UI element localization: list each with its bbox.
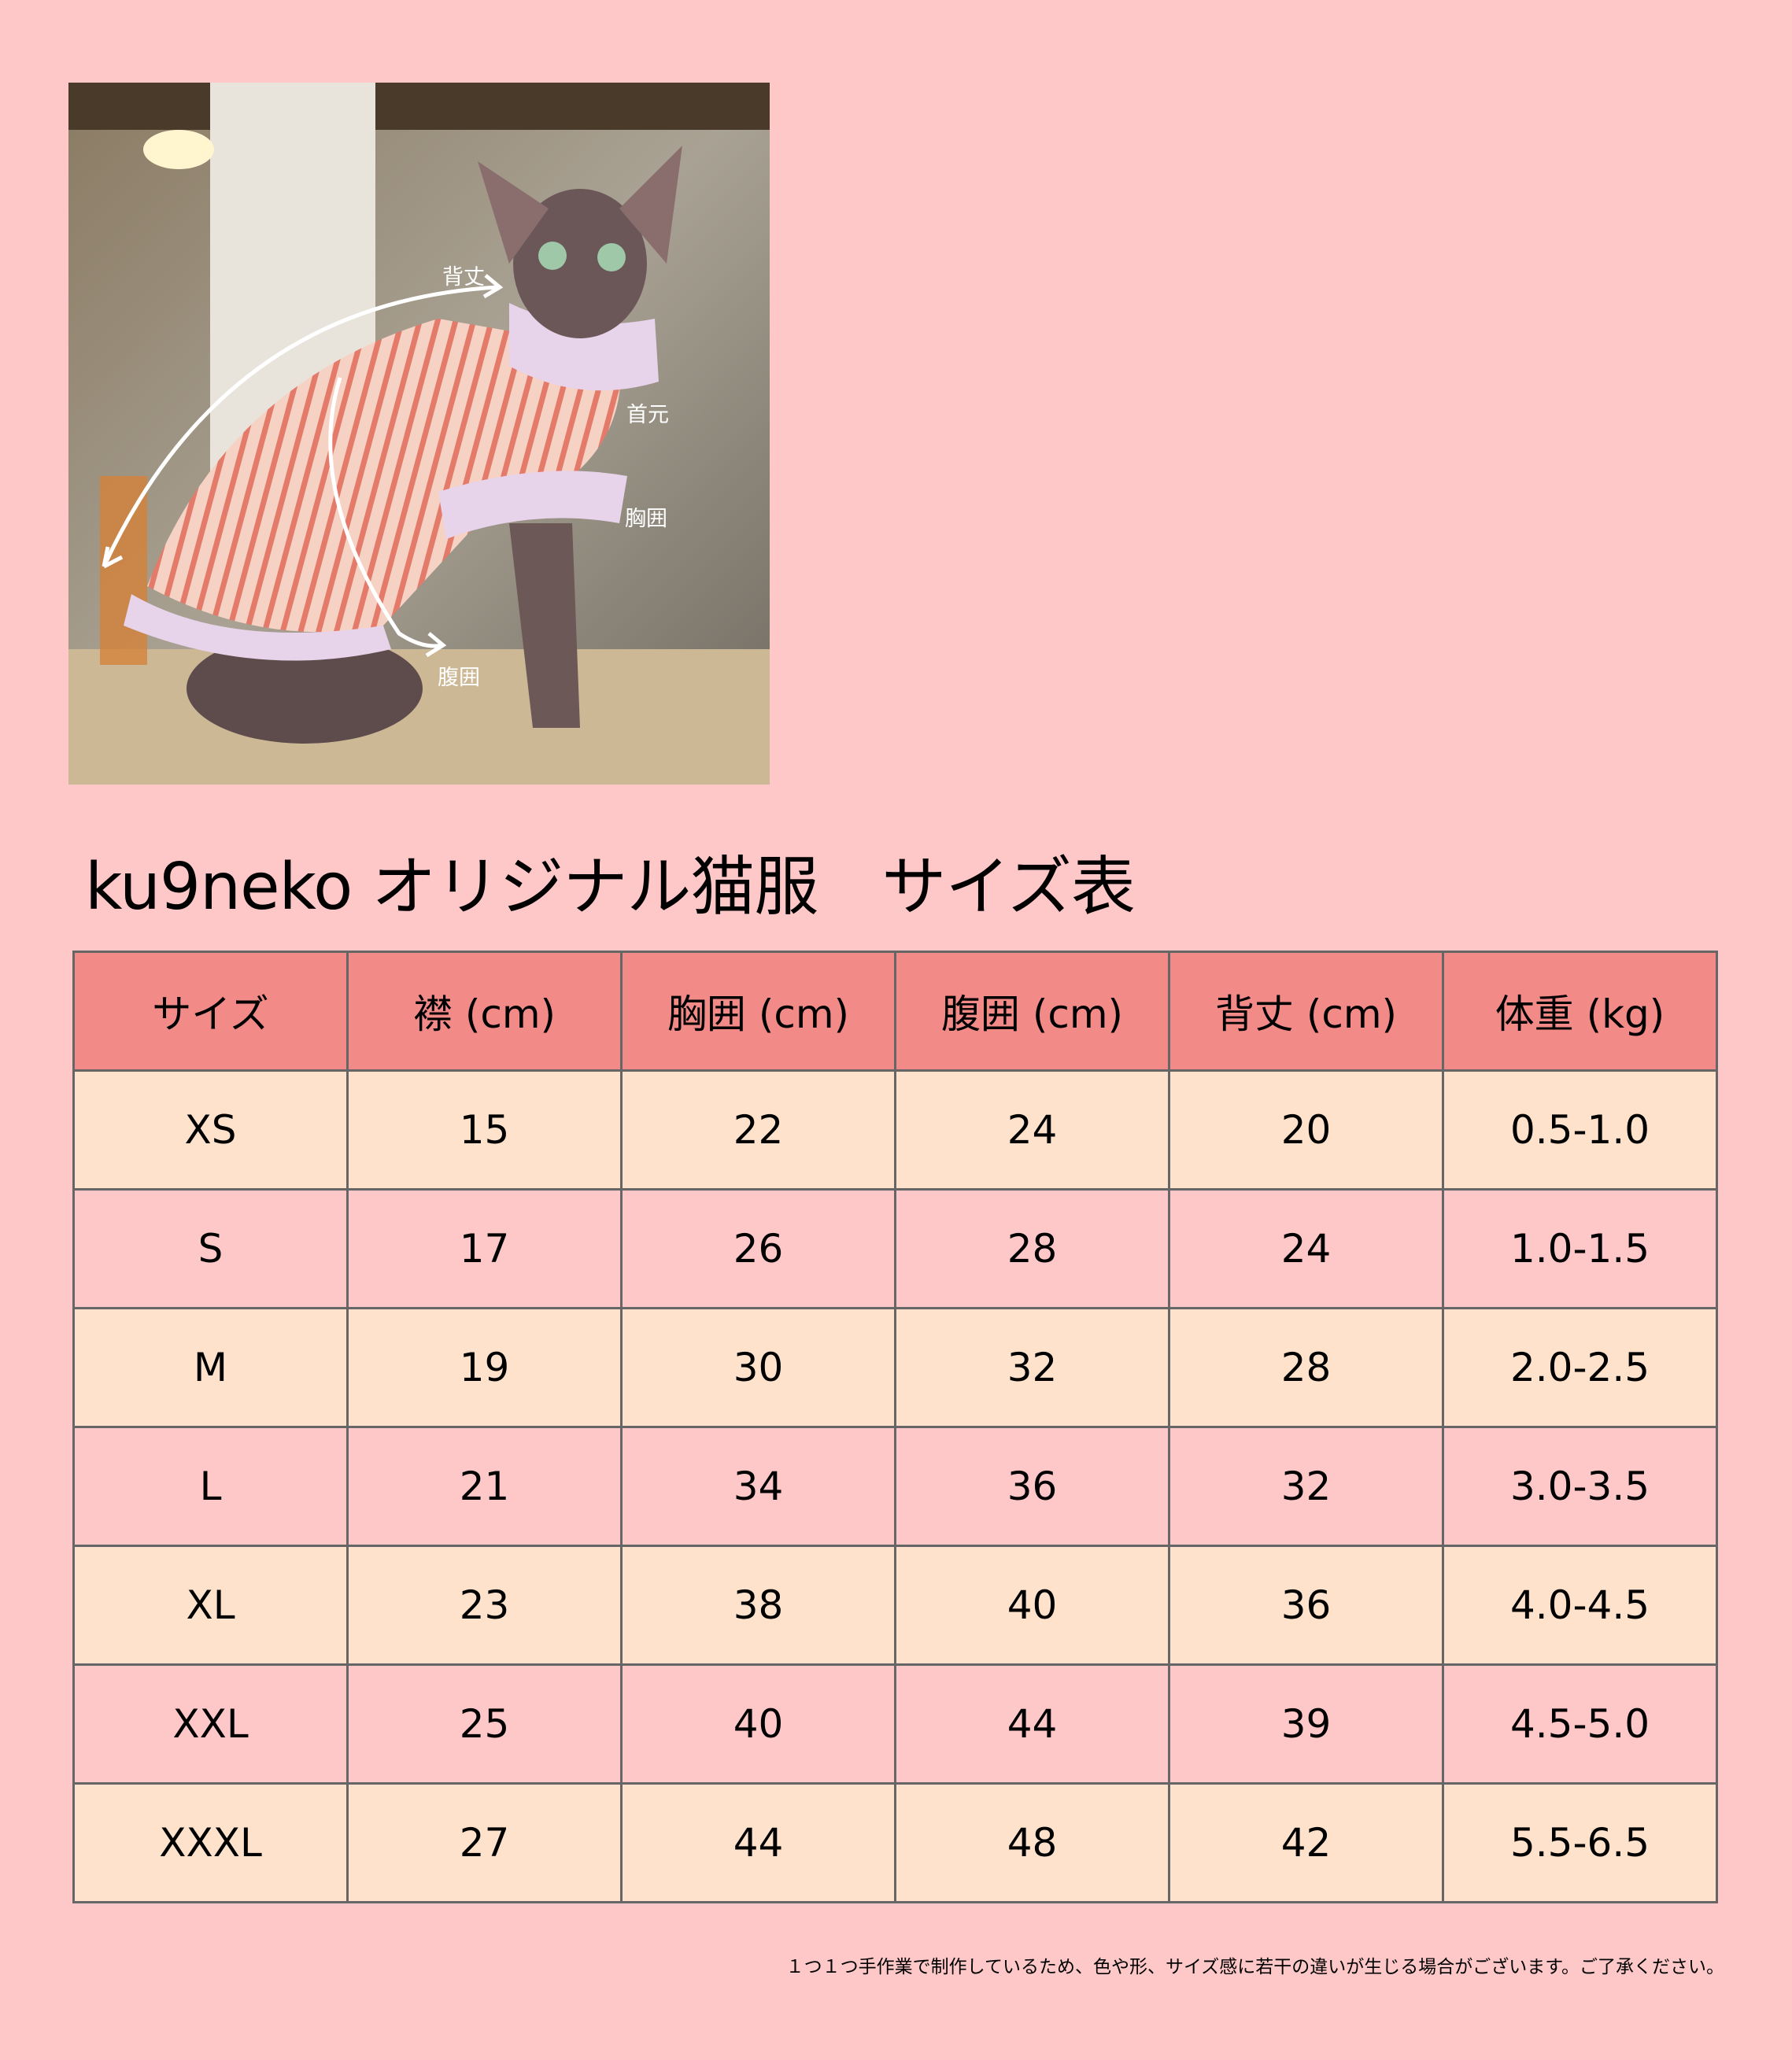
disclaimer-note: １つ１つ手作業で制作しているため、色や形、サイズ感に若干の違いが生じる場合がござ… xyxy=(785,1957,1724,1977)
cell-belly: 32 xyxy=(894,1307,1170,1428)
cat-photo: 背丈 首元 胸囲 腹囲 xyxy=(68,83,770,784)
chest-label: 胸囲 xyxy=(625,507,667,531)
cell-neck: 17 xyxy=(346,1188,623,1309)
header-neck: 襟 (cm) xyxy=(346,951,623,1072)
cell-chest: 34 xyxy=(620,1426,896,1547)
header-chest: 胸囲 (cm) xyxy=(620,951,896,1072)
cell-back-length: 36 xyxy=(1168,1545,1444,1666)
cell-neck: 19 xyxy=(346,1307,623,1428)
cell-size: XXXL xyxy=(72,1782,349,1903)
cell-belly: 36 xyxy=(894,1426,1170,1547)
cell-neck: 23 xyxy=(346,1545,623,1666)
cell-belly: 44 xyxy=(894,1663,1170,1785)
belly-label: 腹囲 xyxy=(438,666,480,690)
cell-weight: 4.0-4.5 xyxy=(1442,1545,1718,1666)
table-row: L 21 34 36 32 3.0-3.5 xyxy=(72,1426,1718,1547)
cell-weight: 4.5-5.0 xyxy=(1442,1663,1718,1785)
cell-size: XS xyxy=(72,1069,349,1191)
cell-weight: 1.0-1.5 xyxy=(1442,1188,1718,1309)
cell-neck: 21 xyxy=(346,1426,623,1547)
cell-size: L xyxy=(72,1426,349,1547)
cell-size: XXL xyxy=(72,1663,349,1785)
cell-back-length: 32 xyxy=(1168,1426,1444,1547)
cell-chest: 30 xyxy=(620,1307,896,1428)
cell-size: S xyxy=(72,1188,349,1309)
cell-belly: 48 xyxy=(894,1782,1170,1903)
cell-weight: 3.0-3.5 xyxy=(1442,1426,1718,1547)
cell-chest: 38 xyxy=(620,1545,896,1666)
cell-neck: 15 xyxy=(346,1069,623,1191)
cell-back-length: 28 xyxy=(1168,1307,1444,1428)
cell-back-length: 42 xyxy=(1168,1782,1444,1903)
back-length-label: 背丈 xyxy=(442,265,485,290)
cell-belly: 28 xyxy=(894,1188,1170,1309)
header-weight: 体重 (kg) xyxy=(1442,951,1718,1072)
cell-weight: 2.0-2.5 xyxy=(1442,1307,1718,1428)
table-header-row: サイズ 襟 (cm) 胸囲 (cm) 腹囲 (cm) 背丈 (cm) 体重 (k… xyxy=(72,951,1718,1072)
neck-label: 首元 xyxy=(626,403,669,427)
table-row: XXXL 27 44 48 42 5.5-6.5 xyxy=(72,1782,1718,1903)
table-row: XXL 25 40 44 39 4.5-5.0 xyxy=(72,1663,1718,1785)
header-back-length: 背丈 (cm) xyxy=(1168,951,1444,1072)
cell-back-length: 39 xyxy=(1168,1663,1444,1785)
cell-weight: 0.5-1.0 xyxy=(1442,1069,1718,1191)
cell-back-length: 24 xyxy=(1168,1188,1444,1309)
cell-chest: 22 xyxy=(620,1069,896,1191)
cell-belly: 40 xyxy=(894,1545,1170,1666)
table-row: XS 15 22 24 20 0.5-1.0 xyxy=(72,1069,1718,1191)
table-row: XL 23 38 40 36 4.0-4.5 xyxy=(72,1545,1718,1666)
page-title: ku9neko オリジナル猫服 サイズ表 xyxy=(85,850,1136,925)
cell-chest: 26 xyxy=(620,1188,896,1309)
cell-neck: 27 xyxy=(346,1782,623,1903)
cell-size: M xyxy=(72,1307,349,1428)
sphynx-cat-in-striped-shirt-image xyxy=(68,83,770,784)
cell-weight: 5.5-6.5 xyxy=(1442,1782,1718,1903)
table-row: M 19 30 32 28 2.0-2.5 xyxy=(72,1307,1718,1428)
cell-chest: 44 xyxy=(620,1782,896,1903)
cell-neck: 25 xyxy=(346,1663,623,1785)
cell-back-length: 20 xyxy=(1168,1069,1444,1191)
table-row: S 17 26 28 24 1.0-1.5 xyxy=(72,1188,1718,1309)
size-table: サイズ 襟 (cm) 胸囲 (cm) 腹囲 (cm) 背丈 (cm) 体重 (k… xyxy=(72,951,1718,1903)
header-size: サイズ xyxy=(72,951,349,1072)
cell-belly: 24 xyxy=(894,1069,1170,1191)
cell-chest: 40 xyxy=(620,1663,896,1785)
header-belly: 腹囲 (cm) xyxy=(894,951,1170,1072)
cell-size: XL xyxy=(72,1545,349,1666)
